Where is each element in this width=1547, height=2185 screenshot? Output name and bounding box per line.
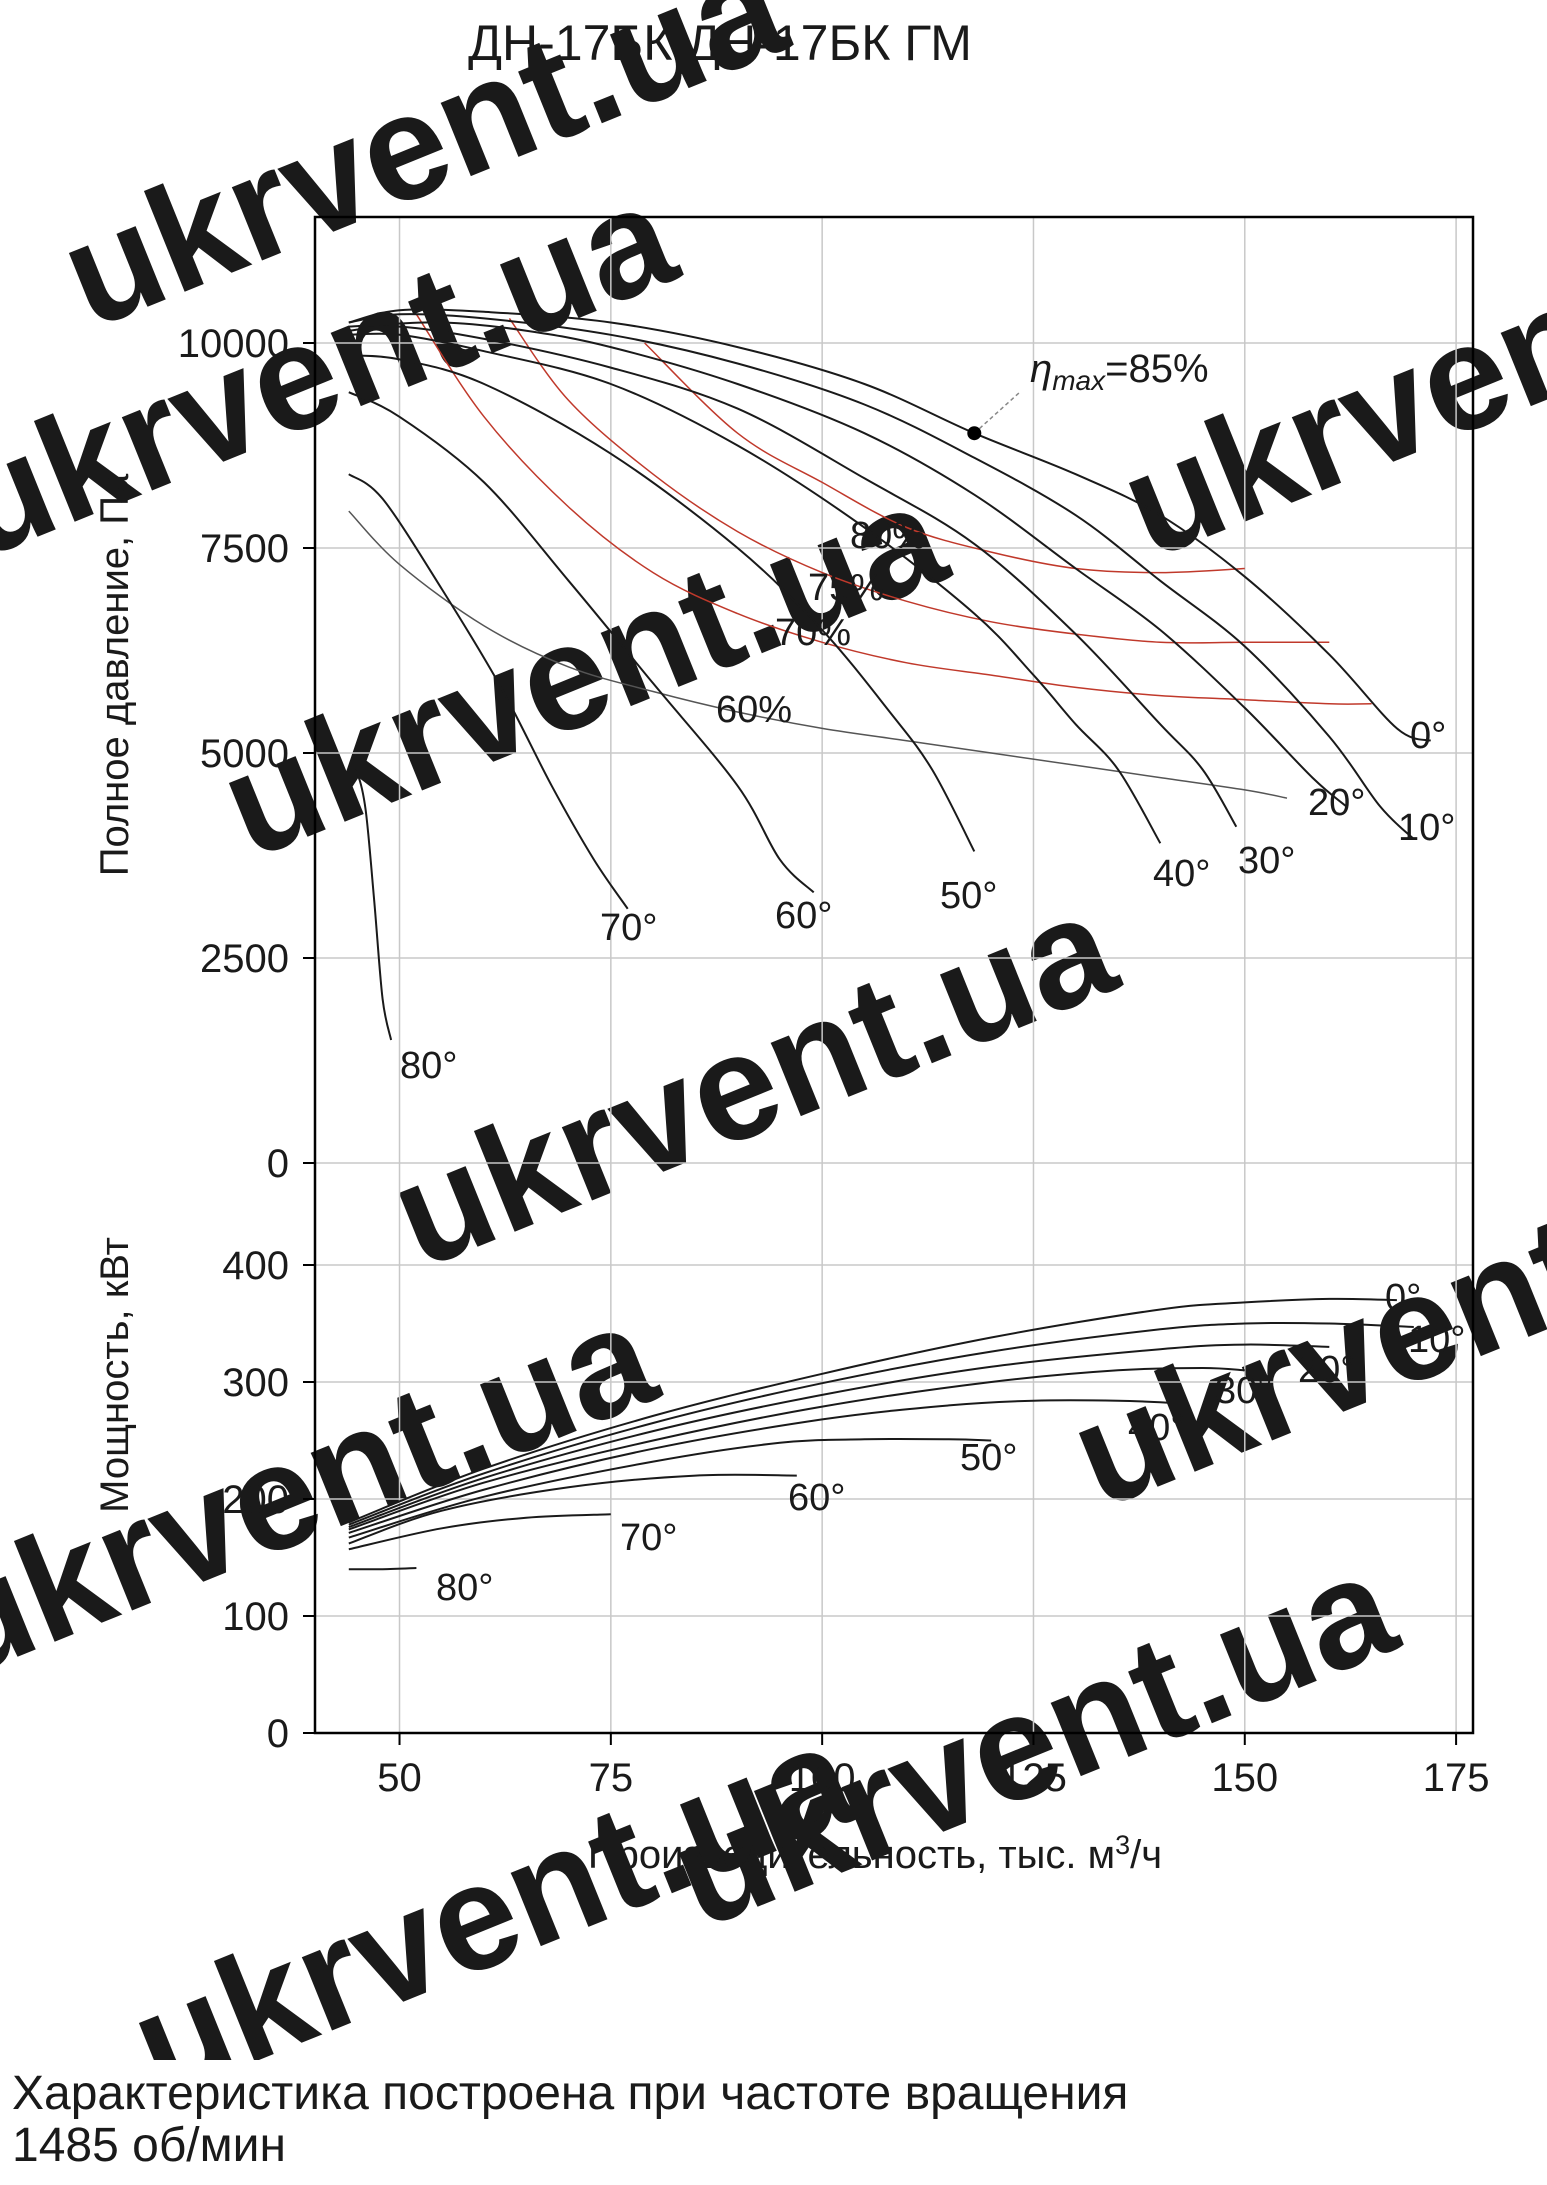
efficiency-curve xyxy=(415,313,1372,705)
fan-characteristic-chart: ukrvent.uaukrvent.uaukrvent.uaukrvent.ua… xyxy=(0,0,1547,2060)
power-curve xyxy=(348,1297,1397,1524)
power-curve-label: 30° xyxy=(1215,1370,1272,1412)
power-curve xyxy=(348,1567,417,1571)
power-curve-label: 80° xyxy=(436,1567,493,1609)
eta-max-annotation: ηmax=85% xyxy=(967,347,1209,441)
power-curve-label: 50° xyxy=(960,1437,1017,1479)
pressure-curve xyxy=(348,332,1162,844)
pressure-y-tick-label: 0 xyxy=(267,1142,289,1186)
label-layer: 80%75%70%60%0°10°20°30°40°50°60°70°80°0°… xyxy=(400,515,1465,1609)
x-axis-label-sup: 3 xyxy=(1115,1830,1130,1860)
x-tick-label: 100 xyxy=(789,1756,856,1800)
pressure-curve-label: 60° xyxy=(775,895,832,937)
pressure-curve-label: 10° xyxy=(1398,807,1455,849)
efficiency-label: 60% xyxy=(716,689,792,731)
efficiency-curves xyxy=(348,313,1372,799)
efficiency-label: 70% xyxy=(775,612,851,654)
pressure-y-tick-label: 2500 xyxy=(200,937,289,981)
power-curves xyxy=(348,1297,1414,1571)
pressure-curve-label: 70° xyxy=(600,907,657,949)
eta-max-point xyxy=(967,426,982,441)
footnote: Характеристика построена при частоте вра… xyxy=(12,2068,1512,2172)
pressure-curve xyxy=(348,325,1238,828)
eta-max-label: ηmax=85% xyxy=(1030,347,1209,396)
plot-frame xyxy=(313,215,1475,1735)
axis-layer: 50 75 100 125 150 175 0 2500 5000 7500 10000 0 100 20… xyxy=(178,215,1490,1800)
watermark-text: ukrvent.ua xyxy=(369,859,1137,1300)
pressure-curve xyxy=(348,321,1347,808)
pressure-y-tick-label: 10000 xyxy=(178,322,289,366)
pressure-y-tick-label: 5000 xyxy=(200,732,289,776)
power-y-tick-label: 0 xyxy=(267,1712,289,1756)
power-curve xyxy=(348,1321,1414,1526)
power-axis-label: Мощность, кВт xyxy=(93,1237,137,1513)
watermark-layer: ukrvent.uaukrvent.uaukrvent.uaukrvent.ua… xyxy=(0,0,1547,2060)
pressure-curve-label: 0° xyxy=(1410,715,1446,757)
pressure-curve-label: 20° xyxy=(1308,782,1365,824)
x-tick-label: 75 xyxy=(589,1756,634,1800)
power-curve-label: 70° xyxy=(620,1517,677,1559)
power-y-tick-label: 400 xyxy=(222,1244,289,1288)
x-tick-label: 175 xyxy=(1423,1756,1490,1800)
x-tick-label: 150 xyxy=(1211,1756,1278,1800)
pressure-curve-label: 40° xyxy=(1153,853,1210,895)
x-axis-label-suffix: /ч xyxy=(1130,1833,1162,1877)
x-tick-label: 50 xyxy=(377,1756,422,1800)
footnote-line-2: 1485 об/мин xyxy=(12,2119,286,2172)
power-y-tick-label: 100 xyxy=(222,1595,289,1639)
x-axis-label-main: Производительность, тыс. м xyxy=(588,1833,1115,1877)
pressure-curve-label: 50° xyxy=(940,875,997,917)
power-curve-label: 0° xyxy=(1385,1277,1421,1319)
efficiency-label: 80% xyxy=(850,515,926,557)
pressure-axis-label: Полное давление, Па xyxy=(93,473,137,876)
power-y-tick-label: 300 xyxy=(222,1361,289,1405)
efficiency-label: 75% xyxy=(808,567,884,609)
x-axis-label: Производительность, тыс. м3/ч xyxy=(588,1830,1162,1877)
pressure-curve-label: 30° xyxy=(1238,840,1295,882)
power-y-tick-label: 200 xyxy=(222,1478,289,1522)
eta-value: =85% xyxy=(1105,347,1208,391)
eta-subscript: max xyxy=(1052,365,1106,396)
x-tick-label: 125 xyxy=(1000,1756,1067,1800)
power-curve-label: 20° xyxy=(1298,1349,1355,1391)
pressure-y-tick-label: 7500 xyxy=(200,527,289,571)
power-curve xyxy=(348,1399,1178,1534)
pressure-curve xyxy=(348,768,393,1041)
pressure-curve-label: 80° xyxy=(400,1045,457,1087)
power-curve-label: 40° xyxy=(1128,1407,1185,1449)
power-curve xyxy=(348,1513,611,1551)
power-curve xyxy=(348,1473,797,1545)
power-curve xyxy=(348,1366,1245,1531)
power-curve xyxy=(348,1343,1330,1529)
eta-symbol: η xyxy=(1030,347,1052,391)
pressure-curve xyxy=(348,391,815,894)
footnote-line-1: Характеристика построена при частоте вра… xyxy=(12,2067,1129,2120)
power-curve-label: 10° xyxy=(1408,1319,1465,1361)
efficiency-curve xyxy=(508,317,1330,644)
page-title: ДН-17БК,ДН-17БК ГМ xyxy=(468,15,972,71)
eta-max-leader xyxy=(973,391,1021,434)
power-curve-label: 60° xyxy=(788,1477,845,1519)
pressure-curve xyxy=(348,313,1415,840)
power-curve xyxy=(348,1437,992,1539)
efficiency-curve xyxy=(348,510,1288,799)
pressure-curve xyxy=(348,354,976,852)
pressure-curve xyxy=(348,473,629,910)
